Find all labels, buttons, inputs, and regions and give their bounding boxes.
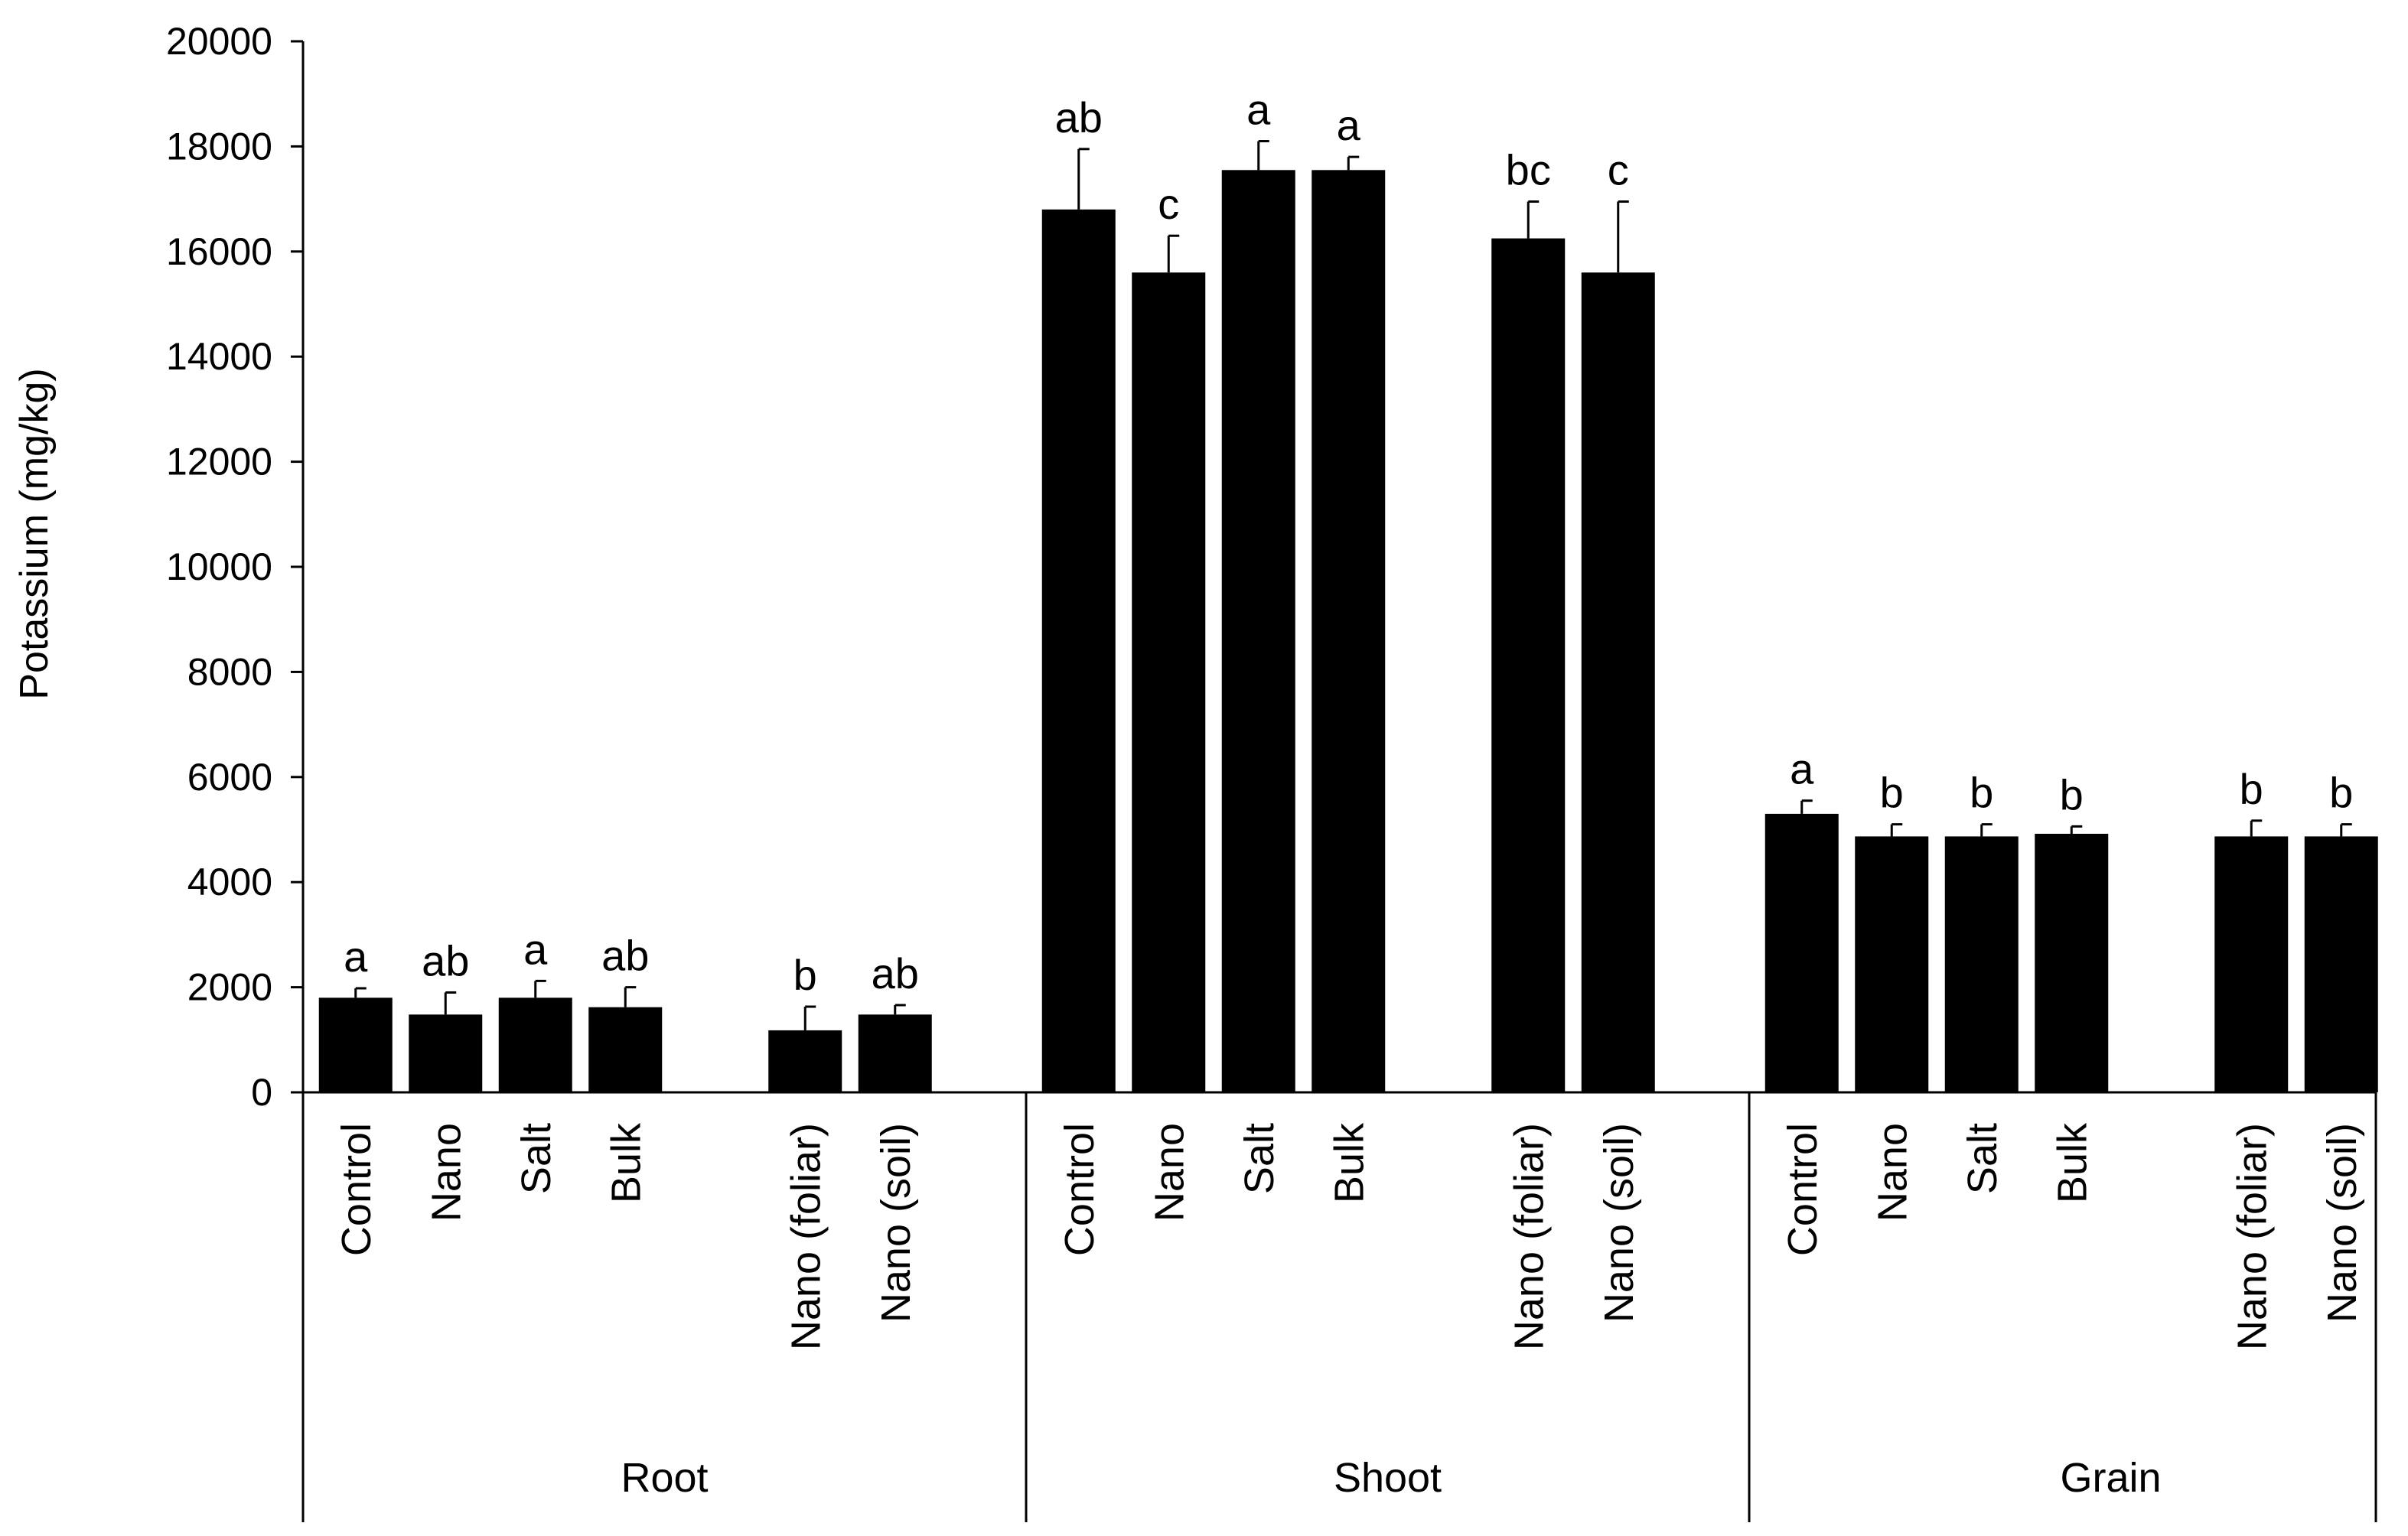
y-tick-label: 4000: [187, 861, 272, 903]
y-tick-label: 14000: [166, 335, 272, 378]
category-label: Control: [334, 1123, 380, 1256]
y-axis: 0 2000 4000 6000 8000 10000 12000 14000 16000 180…: [166, 20, 305, 1114]
y-tick-label: 6000: [187, 756, 272, 799]
category-label: Nano (soil): [1596, 1123, 1642, 1323]
significance-letter: bc: [1506, 146, 1551, 194]
significance-letter: a: [1790, 745, 1814, 793]
bar-grain-1: [1855, 836, 1929, 1092]
significance-letter: ab: [422, 936, 469, 984]
significance-letter: b: [2060, 770, 2084, 818]
category-label: Nano: [1869, 1123, 1915, 1222]
significance-letter: b: [2240, 765, 2263, 813]
category-label: Nano (soil): [2319, 1123, 2365, 1323]
y-tick-label: 10000: [166, 545, 272, 588]
bar-root-5: [858, 1014, 932, 1092]
y-tick-label: 12000: [166, 441, 272, 483]
y-tick-label: 16000: [166, 230, 272, 273]
bar-shoot-4: [1491, 238, 1566, 1092]
significance-letter: b: [1880, 769, 1904, 817]
y-tick-label: 0: [251, 1071, 272, 1114]
category-label: Salt: [513, 1123, 559, 1194]
significance-letter: a: [1337, 101, 1361, 149]
bar-grain-0: [1764, 813, 1839, 1092]
significance-letter: c: [1608, 146, 1629, 194]
category-label: Bulk: [603, 1122, 649, 1203]
category-label: Nano (foliar): [783, 1123, 829, 1350]
category-label: Nano: [423, 1123, 469, 1222]
category-axis: Control Nano Salt Bulk Nano (foliar) Nano (so…: [301, 1091, 2377, 1522]
significance-letter: b: [1970, 769, 1993, 817]
y-tick-label: 2000: [187, 966, 272, 1009]
bar-root-0: [318, 997, 393, 1092]
bar-shoot-2: [1221, 170, 1295, 1093]
significance-letter: b: [2329, 769, 2353, 817]
significance-letter: ab: [601, 932, 649, 980]
bar-root-2: [498, 997, 572, 1092]
y-tick-label: 8000: [187, 650, 272, 693]
significance-letter: c: [1158, 180, 1179, 228]
bar-grain-5: [2304, 836, 2378, 1092]
category-label: Control: [1057, 1123, 1103, 1256]
bar-shoot-1: [1132, 272, 1206, 1092]
significance-letter: ab: [872, 949, 919, 997]
bar-shoot-3: [1312, 170, 1386, 1093]
category-label: Nano (soil): [873, 1123, 919, 1323]
significance-letter: ab: [1055, 93, 1103, 142]
significance-letter: b: [793, 951, 817, 999]
significance-letter: a: [1246, 86, 1271, 134]
bar-shoot-5: [1581, 272, 1655, 1092]
y-tick-label: 18000: [166, 125, 272, 168]
category-label: Bulk: [1326, 1122, 1372, 1203]
bar-grain-3: [2035, 833, 2109, 1092]
group-label-root: Root: [621, 1455, 708, 1501]
category-label: Control: [1780, 1123, 1826, 1256]
significance-letter: a: [523, 925, 548, 973]
group-label-grain: Grain: [2060, 1455, 2161, 1501]
significance-letter: a: [344, 932, 368, 981]
bar-grain-4: [2214, 836, 2289, 1092]
bar-root-4: [768, 1030, 842, 1092]
category-label: Salt: [1960, 1123, 2006, 1194]
category-label: Bulk: [2049, 1122, 2095, 1203]
category-label: Salt: [1237, 1123, 1282, 1194]
category-label: Nano: [1146, 1123, 1192, 1222]
category-label: Nano (foliar): [2229, 1123, 2275, 1350]
bar-root-1: [409, 1014, 483, 1092]
bar-grain-2: [1944, 836, 2019, 1092]
y-axis-title: Potassium (mg/kg): [12, 368, 57, 699]
group-label-shoot: Shoot: [1334, 1455, 1442, 1501]
bar-shoot-0: [1041, 209, 1116, 1093]
category-label: Nano (foliar): [1506, 1123, 1552, 1350]
y-tick-label: 20000: [166, 20, 272, 63]
bar-root-3: [588, 1007, 663, 1092]
